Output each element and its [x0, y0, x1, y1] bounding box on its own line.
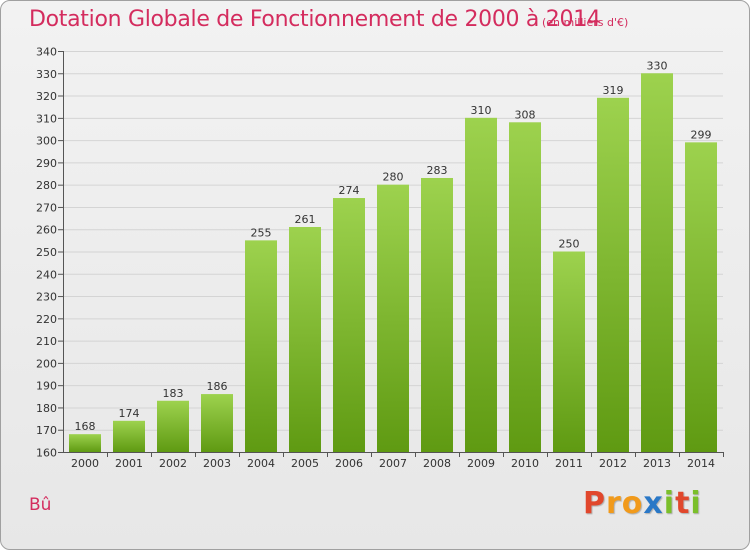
- logo-letter: t: [675, 486, 691, 521]
- x-tick-label: 2014: [687, 457, 715, 470]
- bar: [289, 226, 321, 452]
- data-label: 261: [295, 213, 316, 226]
- data-label: 310: [471, 104, 492, 117]
- bar: [597, 97, 629, 453]
- bar: [465, 117, 497, 452]
- x-tick-label: 2006: [335, 457, 363, 470]
- y-tick-label: 200: [36, 357, 57, 370]
- data-label: 168: [75, 420, 96, 433]
- y-tick-label: 230: [36, 291, 57, 304]
- logo-letter: i: [690, 486, 702, 521]
- bar: [201, 394, 233, 452]
- bar: [377, 184, 409, 452]
- y-tick-label: 280: [36, 179, 57, 192]
- bar: [685, 142, 717, 453]
- y-tick-label: 180: [36, 402, 57, 415]
- y-tick-label: 210: [36, 335, 57, 348]
- y-tick-label: 310: [36, 112, 57, 125]
- x-tick-label: 2005: [291, 457, 319, 470]
- bar: [333, 198, 365, 452]
- x-tick-label: 2013: [643, 457, 671, 470]
- y-tick-label: 240: [36, 268, 57, 281]
- x-tick-label: 2007: [379, 457, 407, 470]
- chart-title: Dotation Globale de Fonctionnement de 20…: [29, 7, 601, 32]
- x-tick-label: 2000: [71, 457, 99, 470]
- data-label: 250: [559, 238, 580, 251]
- x-tick-label: 2011: [555, 457, 583, 470]
- x-tick-label: 2001: [115, 457, 143, 470]
- data-label: 319: [603, 84, 624, 97]
- bar: [69, 434, 101, 452]
- bar: [113, 420, 145, 452]
- chart-unit: (en milliers d'€): [542, 16, 629, 29]
- bar: [553, 251, 585, 452]
- bar: [421, 177, 453, 452]
- data-label: 255: [251, 226, 272, 239]
- logo-letter: P: [583, 486, 606, 521]
- data-label: 283: [427, 164, 448, 177]
- x-tick-label: 2003: [203, 457, 231, 470]
- y-tick-label: 270: [36, 201, 57, 214]
- y-tick-label: 340: [36, 46, 57, 59]
- logo-letter: x: [643, 486, 664, 521]
- y-tick-label: 260: [36, 224, 57, 237]
- data-label: 186: [207, 380, 228, 393]
- y-tick-label: 170: [36, 424, 57, 437]
- y-tick-label: 190: [36, 380, 57, 393]
- x-tick-label: 2004: [247, 457, 275, 470]
- data-label: 330: [647, 59, 668, 72]
- commune-name: Bû: [29, 495, 52, 515]
- y-tick-label: 250: [36, 246, 57, 259]
- logo-letter: i: [663, 486, 676, 521]
- y-tick-label: 320: [36, 90, 57, 103]
- logo-letter: r: [606, 486, 622, 521]
- y-tick-label: 160: [36, 447, 57, 460]
- data-label: 174: [119, 407, 140, 420]
- data-label: 183: [163, 387, 184, 400]
- bar: [509, 122, 541, 453]
- data-label: 299: [691, 128, 712, 141]
- data-label: 308: [515, 108, 536, 121]
- x-tick-label: 2008: [423, 457, 451, 470]
- bar: [245, 240, 277, 452]
- x-tick-label: 2002: [159, 457, 187, 470]
- y-tick-label: 330: [36, 68, 57, 81]
- data-label: 280: [383, 171, 404, 184]
- x-tick-label: 2012: [599, 457, 627, 470]
- bar: [641, 73, 673, 453]
- x-tick-label: 2010: [511, 457, 539, 470]
- y-tick-label: 220: [36, 313, 57, 326]
- data-label: 274: [339, 184, 360, 197]
- logo-letter: o: [621, 486, 644, 521]
- y-tick-label: 290: [36, 157, 57, 170]
- x-tick-label: 2009: [467, 457, 495, 470]
- proxiti-logo: Proxiti: [583, 486, 702, 521]
- bar: [157, 400, 189, 452]
- y-tick-label: 300: [36, 135, 57, 148]
